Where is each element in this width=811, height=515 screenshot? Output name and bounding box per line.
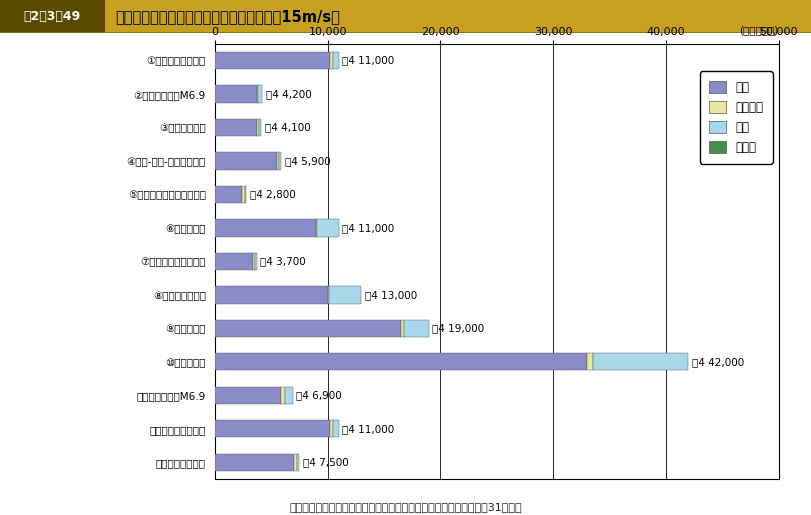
Text: 約4 5,900: 約4 5,900 — [285, 156, 331, 166]
Bar — [105, 0, 811, 33]
Bar — [215, 52, 330, 69]
Bar — [587, 353, 593, 370]
Bar — [215, 420, 330, 437]
Bar — [215, 119, 256, 136]
Bar — [279, 152, 281, 169]
Text: 各地震で想定される死者数（冬昼５時，風15m/s）: 各地震で想定される死者数（冬昼５時，風15m/s） — [115, 9, 340, 24]
Bar — [215, 152, 277, 169]
Text: 図2－3－49: 図2－3－49 — [24, 10, 81, 23]
Bar — [259, 85, 262, 102]
Text: 約4 4,200: 約4 4,200 — [266, 89, 311, 99]
Bar — [294, 454, 297, 471]
Text: 約4 7,500: 約4 7,500 — [303, 457, 349, 467]
Bar — [242, 186, 245, 203]
Bar — [277, 152, 279, 169]
Text: 約4 42,000: 約4 42,000 — [692, 357, 744, 367]
Bar — [215, 387, 281, 404]
Bar — [333, 420, 339, 437]
Bar — [215, 85, 256, 102]
Bar — [256, 85, 259, 102]
Bar — [259, 119, 261, 136]
Bar — [285, 387, 293, 404]
Bar — [593, 353, 689, 370]
Bar — [328, 286, 362, 303]
Text: 出典：中央防災会議「東南海，南海地震等に関する専門調査会」第31回資料: 出典：中央防災会議「東南海，南海地震等に関する専門調査会」第31回資料 — [290, 502, 521, 512]
Text: 約4 11,000: 約4 11,000 — [342, 56, 394, 65]
Bar — [316, 219, 317, 236]
Text: 約4 3,700: 約4 3,700 — [260, 256, 306, 266]
Bar — [256, 119, 259, 136]
Bar — [215, 353, 587, 370]
Text: (死者数：人): (死者数：人) — [740, 25, 779, 35]
Bar — [215, 454, 294, 471]
Bar — [215, 286, 328, 303]
Bar — [330, 52, 333, 69]
Bar — [245, 186, 247, 203]
Bar — [215, 253, 253, 270]
Bar — [297, 454, 299, 471]
Bar — [405, 320, 429, 337]
Text: 約4 6,900: 約4 6,900 — [296, 390, 341, 400]
Text: 約4 13,000: 約4 13,000 — [365, 290, 417, 300]
Legend: 揺れ, 急傾斜地, 火災, その他: 揺れ, 急傾斜地, 火災, その他 — [700, 72, 773, 164]
Bar — [317, 219, 339, 236]
Bar — [330, 420, 333, 437]
Text: 約4 4,100: 約4 4,100 — [264, 123, 311, 132]
Text: 約4 11,000: 約4 11,000 — [342, 223, 394, 233]
Bar — [215, 186, 242, 203]
Bar — [215, 320, 401, 337]
Bar — [255, 253, 256, 270]
Bar — [281, 387, 285, 404]
Bar — [333, 52, 339, 69]
Bar — [215, 219, 316, 236]
Text: 約4 2,800: 約4 2,800 — [250, 190, 296, 199]
Bar — [253, 253, 255, 270]
Bar — [401, 320, 405, 337]
Bar — [0, 0, 105, 33]
Text: 約4 11,000: 約4 11,000 — [342, 424, 394, 434]
Text: 約4 19,000: 約4 19,000 — [432, 323, 485, 333]
